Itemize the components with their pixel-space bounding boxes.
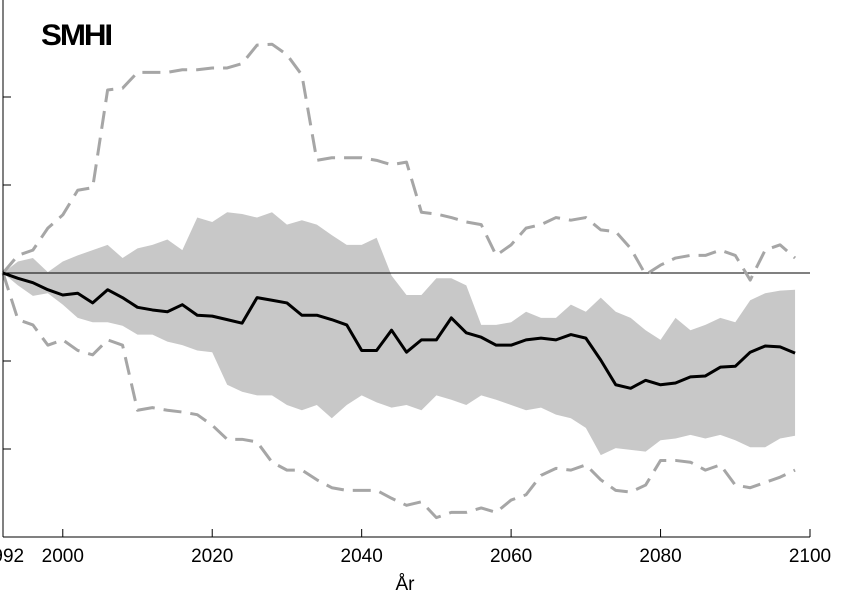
x-tick-label: 2100 [789,546,831,567]
x-tick-label: 2000 [42,546,84,567]
x-tick-label: 2060 [490,546,532,567]
logo: SMHI [41,19,112,52]
x-tick-label: 1992 [0,546,24,567]
plot: 1992 2000 2020 2040 2060 2080 2100 [0,0,831,567]
range-line [1,42,797,282]
range-line [1,272,796,520]
x-tick-label: 2080 [639,546,681,567]
x-axis-label: År [396,574,416,595]
x-tick-label: 2020 [191,546,233,567]
median-line [2,271,796,390]
range-band [3,212,796,456]
x-tick-label: 2040 [341,546,383,567]
